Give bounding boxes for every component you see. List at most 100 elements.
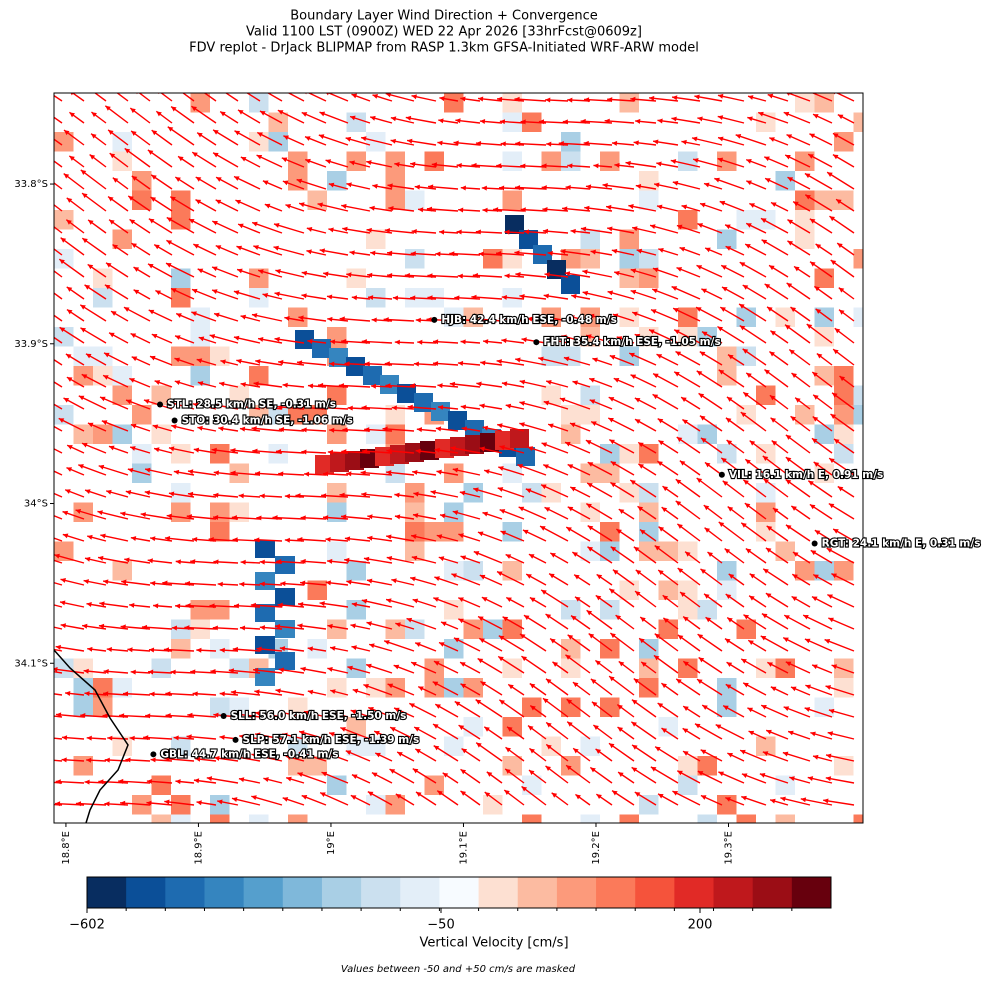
wind-arrow-head: [433, 724, 439, 729]
title-line: FDV replot - DrJack BLIPMAP from RASP 1.…: [189, 41, 699, 56]
wind-arrow-head: [813, 574, 819, 580]
convergence-cell: [561, 639, 581, 659]
wind-arrow-head: [788, 730, 794, 736]
wind-arrow: [383, 640, 415, 652]
wind-arrow-head: [130, 446, 136, 451]
wind-arrow-head: [240, 157, 247, 162]
wind-arrow-head: [541, 589, 547, 595]
wind-arrow-head: [109, 219, 115, 225]
wind-arrow-head: [759, 773, 766, 778]
convergence-cell: [73, 697, 93, 717]
wind-arrow: [806, 323, 833, 344]
wind-arrow-head: [231, 515, 237, 521]
wind-arrow-head: [635, 419, 641, 424]
wind-arrow: [475, 742, 503, 762]
wind-arrow: [515, 273, 547, 278]
wind-arrow: [785, 434, 811, 454]
wind-arrow-head: [307, 689, 314, 695]
wind-arrow-head: [529, 597, 536, 603]
wind-arrow-head: [37, 417, 43, 422]
wind-arrow-head: [173, 469, 180, 475]
wind-arrow-head: [257, 132, 263, 138]
wind-arrow-head: [825, 776, 832, 782]
wind-arrow-head: [125, 757, 131, 763]
wind-arrow-head: [496, 163, 502, 169]
wind-arrow-head: [437, 790, 443, 796]
convergence-cell: [444, 561, 464, 581]
wind-arrow-head: [834, 328, 841, 334]
wind-arrow-head: [521, 337, 527, 343]
wind-arrow: [138, 93, 151, 102]
wind-arrow-head: [770, 798, 776, 804]
wind-arrow-head: [325, 159, 332, 165]
wind-arrow-head: [453, 637, 460, 643]
wind-arrow: [763, 478, 789, 498]
wind-arrow-head: [517, 464, 523, 469]
wind-arrow-head: [607, 290, 614, 296]
wind-arrow-head: [251, 426, 257, 432]
wind-arrow-head: [281, 157, 288, 163]
wind-arrow: [274, 292, 305, 300]
wind-arrow-head: [562, 206, 568, 212]
colorbar-swatch: [361, 877, 401, 908]
wind-arrow-head: [175, 603, 181, 609]
wind-arrow-head: [236, 358, 242, 364]
wind-arrow-head: [609, 588, 615, 594]
wind-arrow: [427, 185, 459, 190]
wind-arrow-head: [392, 295, 399, 301]
wind-arrow-head: [544, 507, 551, 512]
convergence-cell: [385, 405, 405, 425]
wind-arrow-head: [634, 333, 641, 339]
wind-arrow-head: [209, 603, 215, 609]
wind-arrow-head: [175, 559, 181, 565]
convergence-cell: [678, 210, 698, 230]
convergence-cell: [502, 561, 522, 581]
wind-arrow: [54, 226, 63, 234]
wind-arrow-head: [173, 735, 179, 741]
wind-arrow-head: [652, 288, 658, 294]
wind-arrow-head: [580, 118, 586, 124]
wind-arrow-head: [499, 119, 506, 125]
wind-arrow-head: [562, 119, 568, 125]
wind-arrow-head: [255, 710, 261, 716]
wind-arrow-head: [63, 398, 70, 403]
wind-arrow-head: [521, 656, 527, 662]
wind-arrow: [427, 296, 459, 300]
wind-arrow-head: [661, 507, 668, 513]
wind-arrow-head: [674, 371, 680, 377]
convergence-cell: [190, 366, 210, 386]
wind-arrow-head: [255, 359, 261, 365]
wind-arrow-head: [239, 625, 246, 631]
wind-arrow-head: [592, 357, 598, 363]
wind-arrow-head: [746, 223, 752, 228]
wind-arrow-head: [344, 536, 351, 542]
wind-arrow-head: [174, 357, 181, 363]
convergence-cell: [541, 151, 561, 171]
wind-arrow-head: [75, 509, 82, 514]
wind-arrow-head: [238, 223, 244, 229]
wind-arrow-head: [78, 464, 84, 469]
wind-arrow: [835, 93, 855, 102]
wind-arrow-head: [361, 339, 367, 345]
wind-arrow-head: [772, 508, 779, 513]
wind-arrow-head: [572, 552, 578, 557]
wind-arrow-head: [616, 529, 622, 534]
wind-arrow-head: [329, 427, 335, 433]
wind-arrow-head: [653, 139, 659, 145]
wind-arrow-head: [661, 683, 667, 689]
wind-arrow-head: [476, 742, 482, 748]
wind-arrow-head: [811, 438, 818, 444]
convergence-cell: [288, 307, 308, 327]
wind-arrow: [54, 715, 63, 718]
wind-arrow-head: [701, 331, 708, 337]
wind-arrow-head: [481, 597, 488, 602]
wind-arrow: [319, 111, 349, 124]
wind-arrow-head: [375, 752, 381, 758]
wind-arrow-head: [793, 201, 799, 207]
convergence-cell: [600, 697, 620, 717]
wind-arrow-head: [514, 250, 520, 256]
convergence-cell: [360, 449, 379, 468]
convergence-cell: [444, 736, 464, 756]
wind-arrow-head: [749, 440, 756, 446]
wind-arrow-head: [240, 559, 246, 565]
